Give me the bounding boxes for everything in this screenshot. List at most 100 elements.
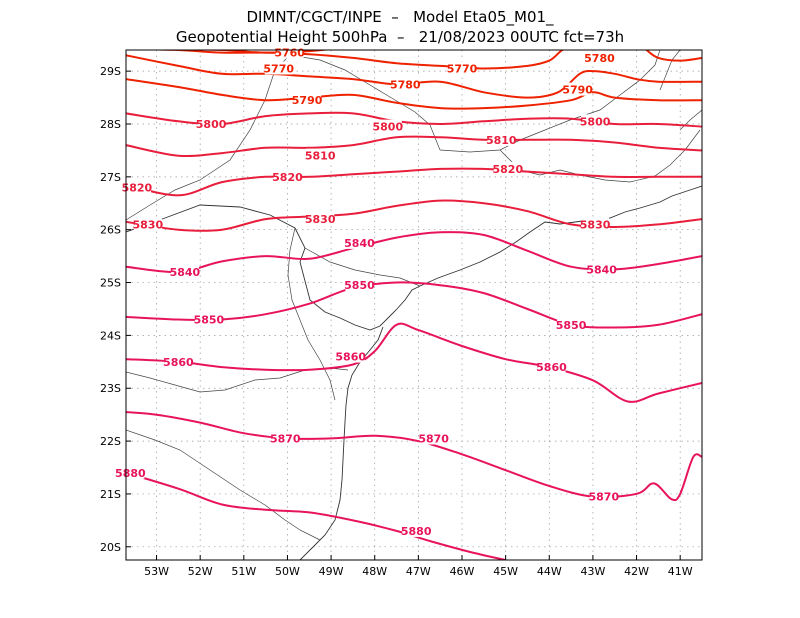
contour-label-5840: 5840 [586, 263, 617, 276]
lon-tick-label: 50W [275, 565, 300, 578]
contour-label-5860: 5860 [163, 356, 194, 369]
contour-label-5830: 5830 [580, 218, 611, 231]
contour-label-bg [557, 317, 586, 331]
contour-label-5780: 5780 [584, 52, 615, 65]
contour-label-bg [275, 45, 304, 59]
lon-tick-label: 47W [406, 565, 431, 578]
river-border [287, 227, 336, 401]
contour-label-bg [563, 82, 592, 96]
contour-label-5850: 5850 [194, 314, 225, 327]
contour-label-5800: 5800 [196, 118, 227, 131]
contour-label-bg [587, 262, 616, 276]
contour-label-5830: 5830 [305, 213, 336, 226]
state-border-rj [499, 129, 701, 183]
contour-label-5830: 5830 [133, 218, 164, 231]
lon-tick-label: 48W [362, 565, 387, 578]
contour-label-bg [170, 264, 199, 278]
contour-label-5800: 5800 [580, 115, 611, 128]
contour-label-bg [373, 119, 402, 133]
contour-label-bg [537, 360, 566, 374]
contour-label-5770: 5770 [447, 62, 478, 75]
contour-label-5870: 5870 [589, 491, 620, 504]
contour-label-5880: 5880 [115, 467, 146, 480]
contour-5810 [126, 135, 702, 158]
contour-label-5810: 5810 [486, 134, 517, 147]
contour-5830 [126, 199, 702, 232]
contour-label-bg [264, 61, 293, 75]
lat-tick-label: 29S [100, 65, 121, 78]
contour-label-bg [271, 431, 300, 445]
lon-tick-label: 52W [188, 565, 213, 578]
contour-label-5870: 5870 [418, 432, 449, 445]
lat-tick-label: 27S [100, 171, 121, 184]
contour-label-5790: 5790 [292, 94, 323, 107]
contour-label-5800: 5800 [373, 121, 404, 134]
contour-label-bg [293, 93, 322, 107]
lon-tick-label: 44W [537, 565, 562, 578]
contour-label-5860: 5860 [536, 361, 567, 374]
contour-label-bg [306, 212, 335, 226]
contour-label-bg [306, 148, 335, 162]
contour-label-5790: 5790 [562, 84, 593, 97]
contour-label-bg [133, 217, 162, 231]
coastline-south [299, 326, 384, 560]
contour-label-bg [585, 50, 614, 64]
contour-label-5840: 5840 [170, 266, 201, 279]
contour-5850 [126, 281, 702, 329]
contour-5770 [131, 50, 566, 70]
lat-tick-label: 21S [100, 488, 121, 501]
contour-5870 [126, 411, 702, 502]
lon-tick-label: 53W [144, 565, 169, 578]
lat-tick-label: 28S [100, 118, 121, 131]
contour-label-bg [589, 489, 618, 503]
contour-5780 [126, 54, 702, 99]
contour-5790 [126, 78, 702, 110]
contour-label-bg [116, 465, 145, 479]
contour-label-bg [419, 431, 448, 445]
contour-label-bg [581, 217, 610, 231]
lat-tick-label: 25S [100, 277, 121, 290]
contour-label-5810: 5810 [305, 150, 336, 163]
height-contours [126, 50, 702, 560]
lon-tick-label: 49W [319, 565, 344, 578]
lat-tick-label: 23S [100, 382, 121, 395]
contour-5860 [126, 322, 702, 403]
contour-label-5850: 5850 [556, 319, 587, 332]
contour-label-5870: 5870 [270, 432, 301, 445]
contour-label-bg [336, 349, 365, 363]
contour-label-bg [197, 116, 226, 130]
contour-label-bg [493, 161, 522, 175]
lat-tick-label: 26S [100, 224, 121, 237]
contour-5800 [126, 111, 702, 128]
lon-tick-label: 45W [493, 565, 518, 578]
plot-frame [125, 49, 703, 561]
lon-tick-label: 41W [668, 565, 693, 578]
contour-label-5770: 5770 [263, 62, 294, 75]
state-border-sp-pr [304, 247, 421, 287]
contour-label-bg [164, 354, 193, 368]
contour-label-bg [487, 132, 516, 146]
lon-tick-label: 46W [450, 565, 475, 578]
contour-label-bg [448, 61, 476, 75]
contour-label-bg [122, 180, 151, 194]
contour-5880 [126, 471, 506, 560]
contour-label-5850: 5850 [344, 279, 375, 292]
contour-5820 [126, 167, 702, 197]
lon-tick-label: 42W [624, 565, 649, 578]
contour-label-bg [273, 169, 302, 183]
lat-tick-label: 24S [100, 329, 121, 342]
contour-label-bg [345, 235, 374, 249]
contour-label-bg [402, 523, 431, 537]
contour-label-bg [391, 77, 420, 91]
state-border-mg [439, 50, 661, 153]
axis-ticks: 20S 21S 22S 23S 24S 25S 26S 27S 28S 29S 53W 52W 51W 5… [100, 65, 693, 578]
contour-label-5880: 5880 [401, 525, 432, 538]
state-border-sc-rs [126, 429, 321, 541]
lon-tick-label: 43W [580, 565, 605, 578]
contour-label-bg [581, 114, 610, 128]
lat-tick-label: 22S [100, 435, 121, 448]
lat-tick-label: 20S [100, 541, 121, 554]
contour-label-5820: 5820 [272, 171, 303, 184]
map-title-line2: Geopotential Height 500hPa – 21/08/2023 … [175, 28, 625, 46]
